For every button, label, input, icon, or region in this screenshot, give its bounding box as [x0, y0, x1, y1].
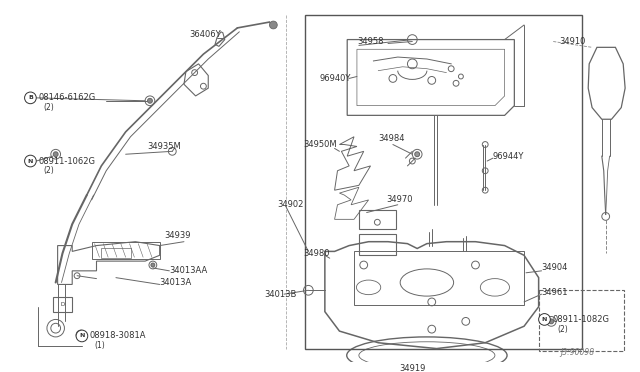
Text: 34970: 34970: [386, 195, 413, 204]
Text: 34013B: 34013B: [264, 290, 297, 299]
Text: D: D: [60, 302, 65, 307]
Circle shape: [269, 21, 277, 29]
Text: 34939: 34939: [164, 231, 191, 240]
Circle shape: [24, 155, 36, 167]
Text: 34950M: 34950M: [303, 140, 337, 149]
Text: 08918-3081A: 08918-3081A: [90, 331, 146, 340]
Circle shape: [539, 314, 550, 325]
Bar: [359, 209, 396, 229]
Text: N: N: [542, 317, 547, 322]
Circle shape: [53, 152, 58, 157]
Text: (1): (1): [95, 341, 106, 350]
Text: J3:90098: J3:90098: [560, 348, 594, 357]
Text: 08911-1082G: 08911-1082G: [552, 315, 609, 324]
Bar: [101, 248, 131, 258]
Text: 96940Y: 96940Y: [320, 74, 351, 83]
Text: (2): (2): [43, 103, 54, 112]
Text: 34961: 34961: [541, 288, 568, 297]
Text: 34902: 34902: [277, 200, 303, 209]
Text: 34919: 34919: [399, 363, 426, 372]
Circle shape: [76, 330, 88, 342]
Text: 34013AA: 34013AA: [170, 266, 207, 275]
Text: (2): (2): [43, 166, 54, 175]
Text: N: N: [79, 333, 84, 339]
Text: (2): (2): [557, 325, 568, 334]
Text: 34910: 34910: [559, 37, 586, 46]
Circle shape: [549, 319, 554, 324]
Text: 36406Y: 36406Y: [189, 30, 220, 39]
Text: B: B: [28, 95, 33, 100]
Circle shape: [415, 152, 420, 157]
Text: N: N: [28, 158, 33, 164]
Circle shape: [79, 333, 83, 337]
Bar: [354, 251, 524, 305]
Text: 08911-1062G: 08911-1062G: [38, 157, 95, 166]
Text: 34013A: 34013A: [159, 278, 192, 287]
Bar: [305, 15, 582, 349]
Text: 34984: 34984: [378, 134, 405, 143]
Text: 08146-6162G: 08146-6162G: [38, 93, 95, 102]
Text: 96944Y: 96944Y: [493, 152, 524, 161]
Bar: [539, 290, 624, 350]
Text: 34904: 34904: [541, 263, 568, 272]
Circle shape: [151, 263, 155, 267]
Circle shape: [147, 98, 152, 103]
Bar: [92, 242, 159, 259]
Circle shape: [24, 92, 36, 104]
Bar: [359, 234, 396, 255]
Bar: [52, 297, 72, 312]
Text: 34958: 34958: [357, 37, 383, 46]
Text: 34935M: 34935M: [147, 142, 180, 151]
Text: 34980: 34980: [303, 249, 330, 258]
